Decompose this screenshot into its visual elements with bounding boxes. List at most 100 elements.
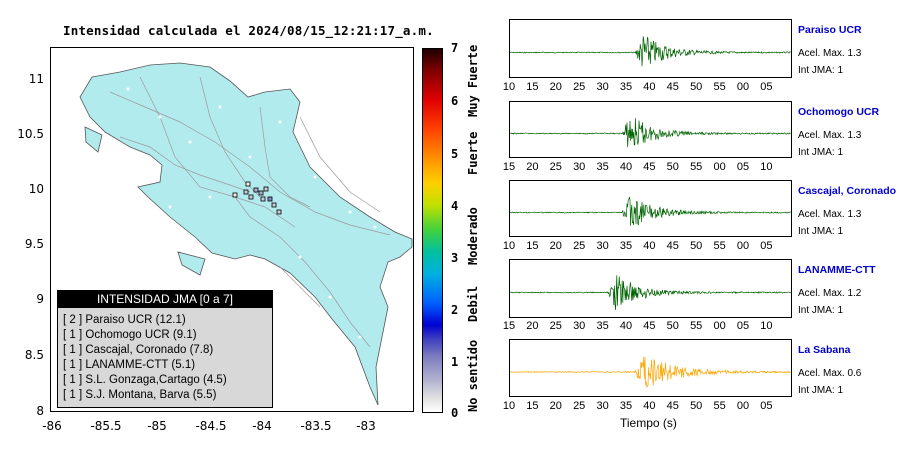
legend-item: [ 2 ] Paraiso UCR (12.1) [63, 314, 186, 326]
map-y-tick: 10 [28, 182, 44, 196]
station-jma-intensity: Int JMA: 1 [798, 226, 844, 237]
trace-time-tick: 55 [713, 240, 726, 252]
trace-time-tick: 25 [573, 240, 586, 252]
colorbar-tick: 4 [451, 199, 459, 213]
trace-time-tick: 10 [502, 81, 516, 93]
trace-time-tick: 05 [760, 400, 773, 412]
colorbar-tick: 0 [451, 406, 459, 420]
legend-title: INTENSIDAD JMA [0 a 7] [58, 291, 272, 308]
trace-time-tick: 00 [736, 81, 750, 93]
station-name: Ochomogo UCR [798, 106, 880, 118]
trace-time-tick: 35 [596, 161, 609, 173]
trace-time-tick: 50 [690, 81, 703, 93]
waveform [509, 36, 791, 67]
trace-time-tick: 05 [736, 161, 750, 173]
colorbar-tick: 7 [451, 41, 459, 55]
trace-time-tick: 30 [573, 320, 586, 332]
trace-time-tick: 25 [549, 320, 562, 332]
legend-item: [ 1 ] LANAMME-CTT (5.1) [63, 359, 196, 371]
station-jma-intensity: Int JMA: 1 [798, 305, 844, 316]
station-jma-intensity: Int JMA: 1 [798, 385, 844, 396]
trace-time-tick: 55 [713, 81, 726, 93]
trace-time-tick: 15 [502, 320, 516, 332]
colorbar-tick: 1 [451, 355, 459, 369]
trace-time-tick: 15 [502, 161, 516, 173]
waveform [509, 196, 791, 226]
trace-time-tick: 10 [502, 400, 516, 412]
trace-time-tick: 30 [596, 400, 609, 412]
trace-time-tick: 00 [736, 400, 750, 412]
colorbar-label-fuerte: Fuerte [466, 131, 480, 175]
seismogram-trace [509, 180, 792, 237]
station-accel-max: Acel. Max. 1.3 [798, 48, 862, 59]
station-name: LANAMME-CTT [798, 264, 876, 276]
trace-time-tick: 10 [760, 320, 773, 332]
trace-time-tick: 50 [666, 320, 679, 332]
trace-time-tick: 15 [526, 240, 539, 252]
trace-time-tick: 00 [736, 240, 750, 252]
station-accel-max: Acel. Max. 0.6 [798, 368, 862, 379]
trace-time-tick: 30 [573, 161, 586, 173]
map-y-tick: 9.5 [24, 237, 44, 251]
colorbar-label-moderado: Moderado [466, 207, 480, 265]
map-x-tick: -84.5 [195, 419, 227, 433]
trace-time-tick: 45 [643, 161, 656, 173]
station-jma-intensity: Int JMA: 1 [798, 65, 844, 76]
colorbar-label-muy-fuerte: Muy Fuerte [466, 44, 480, 117]
trace-time-tick: 55 [713, 400, 726, 412]
trace-time-tick: 25 [573, 400, 586, 412]
map-y-tick: 8.5 [24, 348, 44, 362]
intensity-colorbar [422, 48, 443, 413]
map-y-tick: 8 [36, 404, 44, 418]
trace-time-tick: 45 [666, 81, 679, 93]
colorbar-tick: 3 [451, 251, 459, 265]
colorbar-label-debil: Debil [466, 285, 480, 322]
trace-time-tick: 50 [666, 161, 679, 173]
trace-time-tick: 50 [690, 400, 703, 412]
trace-time-tick: 00 [713, 161, 726, 173]
colorbar-tick: 6 [451, 94, 459, 108]
trace-time-tick: 15 [526, 400, 539, 412]
trace-time-tick: 35 [619, 81, 633, 93]
trace-time-tick: 40 [643, 240, 656, 252]
trace-time-tick: 35 [619, 240, 633, 252]
colorbar-label-no-sentido: No sentido [466, 339, 480, 412]
seismogram-trace [509, 259, 792, 318]
seismogram-trace [509, 19, 792, 78]
station-accel-max: Acel. Max. 1.2 [798, 288, 862, 299]
trace-time-tick: 20 [549, 400, 562, 412]
station-jma-intensity: Int JMA: 1 [798, 147, 844, 158]
map-title: Intensidad calculada el 2024/08/15_12:21… [63, 23, 434, 38]
map-x-tick: -83.5 [300, 419, 332, 433]
colorbar-tick: 2 [451, 303, 459, 317]
trace-time-tick: 45 [666, 400, 679, 412]
station-name: Cascajal, Coronado [798, 185, 897, 197]
trace-time-tick: 15 [526, 81, 539, 93]
station-name: La Sabana [798, 344, 851, 356]
waveform [509, 118, 792, 148]
map-y-tick: 11 [28, 72, 44, 86]
trace-time-tick: 40 [619, 320, 633, 332]
trace-time-tick: 25 [573, 81, 586, 93]
trace-time-tick: 40 [619, 161, 633, 173]
trace-time-tick: 55 [690, 161, 703, 173]
trace-time-tick: 20 [549, 240, 562, 252]
trace-time-tick: 00 [713, 320, 726, 332]
waveform [509, 275, 792, 311]
map-x-tick: -84 [252, 419, 272, 433]
intensity-legend: INTENSIDAD JMA [0 a 7] [ 2 ] Paraiso UCR… [57, 290, 273, 408]
trace-time-tick: 05 [760, 240, 773, 252]
map-y-tick: 9 [36, 292, 44, 306]
map-x-tick: -83 [356, 419, 376, 433]
trace-time-tick: 35 [596, 320, 609, 332]
legend-item: [ 1 ] Ochomogo UCR (9.1) [63, 329, 197, 341]
station-name: Paraiso UCR [798, 24, 862, 36]
trace-time-tick: 05 [760, 81, 773, 93]
trace-time-tick: 40 [643, 81, 656, 93]
trace-time-tick: 50 [690, 240, 703, 252]
legend-item: [ 1 ] Cascajal, Coronado (7.8) [63, 344, 214, 356]
map-x-tick: -85 [147, 419, 167, 433]
trace-time-tick: 20 [526, 161, 539, 173]
trace-time-tick: 10 [760, 161, 773, 173]
trace-time-tick: 45 [666, 240, 679, 252]
